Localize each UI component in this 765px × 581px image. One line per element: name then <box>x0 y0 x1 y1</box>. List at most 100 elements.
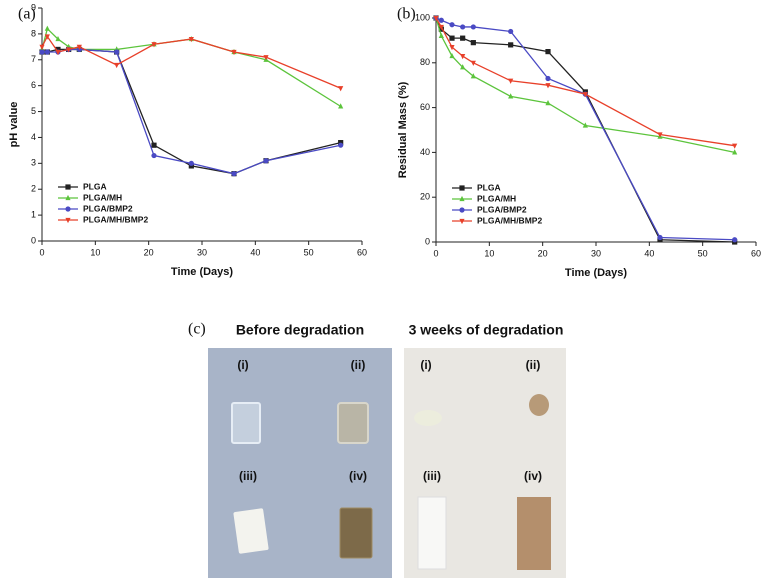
marker <box>545 75 551 82</box>
marker <box>438 32 444 38</box>
marker <box>55 35 61 42</box>
panel-label: (c) <box>188 321 206 338</box>
sample-label: (i) <box>420 358 431 372</box>
marker <box>188 36 194 43</box>
panel-label: (a) <box>18 6 36 23</box>
series-line <box>435 17 735 241</box>
marker <box>508 42 514 48</box>
marker <box>433 15 439 22</box>
sample <box>339 507 373 559</box>
marker <box>151 152 157 159</box>
y-tick-label: 40 <box>420 147 430 157</box>
marker <box>263 55 269 61</box>
x-tick-label: 50 <box>698 248 708 258</box>
legend-label: PLGA <box>83 181 107 191</box>
sample <box>414 410 442 426</box>
marker <box>545 100 551 106</box>
marker <box>508 28 514 35</box>
sample-label: (iii) <box>239 469 257 483</box>
legend-marker <box>65 194 71 201</box>
marker <box>460 35 466 41</box>
legend-label: PLGA <box>477 182 501 192</box>
marker <box>508 93 514 99</box>
series-line <box>41 35 341 89</box>
marker <box>55 49 61 56</box>
sample-label: (ii) <box>351 358 366 372</box>
legend-label: PLGA/MH/BMP2 <box>83 214 148 224</box>
y-tick-label: 60 <box>420 102 430 112</box>
legend-marker <box>459 185 465 191</box>
sample <box>233 508 269 554</box>
legend-label: PLGA/BMP2 <box>83 203 133 213</box>
marker <box>460 64 466 70</box>
marker <box>657 234 663 241</box>
marker <box>545 49 551 55</box>
y-tick-label: 7 <box>31 54 36 64</box>
marker <box>39 44 45 50</box>
y-tick-label: 80 <box>420 57 430 67</box>
y-tick-label: 100 <box>415 12 430 22</box>
y-axis-label: pH value <box>8 102 20 148</box>
marker <box>66 47 72 53</box>
marker <box>76 44 82 50</box>
sample-label: (ii) <box>526 358 541 372</box>
marker <box>438 24 444 31</box>
x-tick-label: 60 <box>357 247 367 257</box>
marker <box>338 86 344 92</box>
legend-marker <box>65 184 71 190</box>
marker <box>151 142 157 148</box>
y-tick-label: 3 <box>31 158 36 168</box>
x-axis-label: Time (Days) <box>565 267 627 279</box>
y-tick-label: 0 <box>31 235 36 245</box>
legend-label: PLGA/MH/BMP2 <box>477 215 542 225</box>
marker <box>231 171 237 177</box>
marker <box>508 78 514 84</box>
marker <box>231 49 237 56</box>
marker <box>39 49 45 55</box>
y-tick-label: 1 <box>31 209 36 219</box>
x-tick-label: 0 <box>39 247 44 257</box>
marker <box>545 83 551 89</box>
y-tick-label: 2 <box>31 184 36 194</box>
y-tick-label: 4 <box>31 132 36 142</box>
marker <box>732 149 738 155</box>
marker <box>151 42 157 48</box>
sample <box>517 497 551 570</box>
sample-label: (iv) <box>349 469 367 483</box>
marker <box>732 237 738 243</box>
sample <box>337 402 369 444</box>
marker <box>438 17 444 23</box>
legend-marker <box>65 217 71 224</box>
y-tick-label: 8 <box>31 28 36 38</box>
marker <box>460 24 466 30</box>
x-tick-label: 50 <box>304 247 314 257</box>
x-axis-label: Time (Days) <box>171 266 233 278</box>
x-tick-label: 10 <box>484 248 494 258</box>
x-tick-label: 20 <box>538 248 548 258</box>
sample-label: (i) <box>237 358 248 372</box>
legend-label: PLGA/BMP2 <box>477 204 527 214</box>
y-axis-label: Residual Mass (%) <box>397 81 409 178</box>
photo-title: 3 weeks of degradation <box>409 322 564 338</box>
marker <box>449 52 455 59</box>
legend-label: PLGA/MH <box>477 193 516 203</box>
x-tick-label: 10 <box>90 247 100 257</box>
sample-label: (iv) <box>524 469 542 483</box>
marker <box>449 22 455 28</box>
marker <box>263 158 269 164</box>
x-tick-label: 30 <box>591 248 601 258</box>
x-tick-label: 40 <box>644 248 654 258</box>
y-tick-label: 20 <box>420 192 430 202</box>
marker <box>338 142 344 148</box>
x-tick-label: 20 <box>144 247 154 257</box>
marker <box>338 103 344 109</box>
sample <box>417 496 447 570</box>
marker <box>582 122 588 128</box>
series-line <box>435 17 735 147</box>
legend-label: PLGA/MH <box>83 192 122 202</box>
x-tick-label: 60 <box>751 248 761 258</box>
y-tick-label: 5 <box>31 106 36 116</box>
sample <box>529 394 549 416</box>
legend-marker <box>459 207 465 213</box>
